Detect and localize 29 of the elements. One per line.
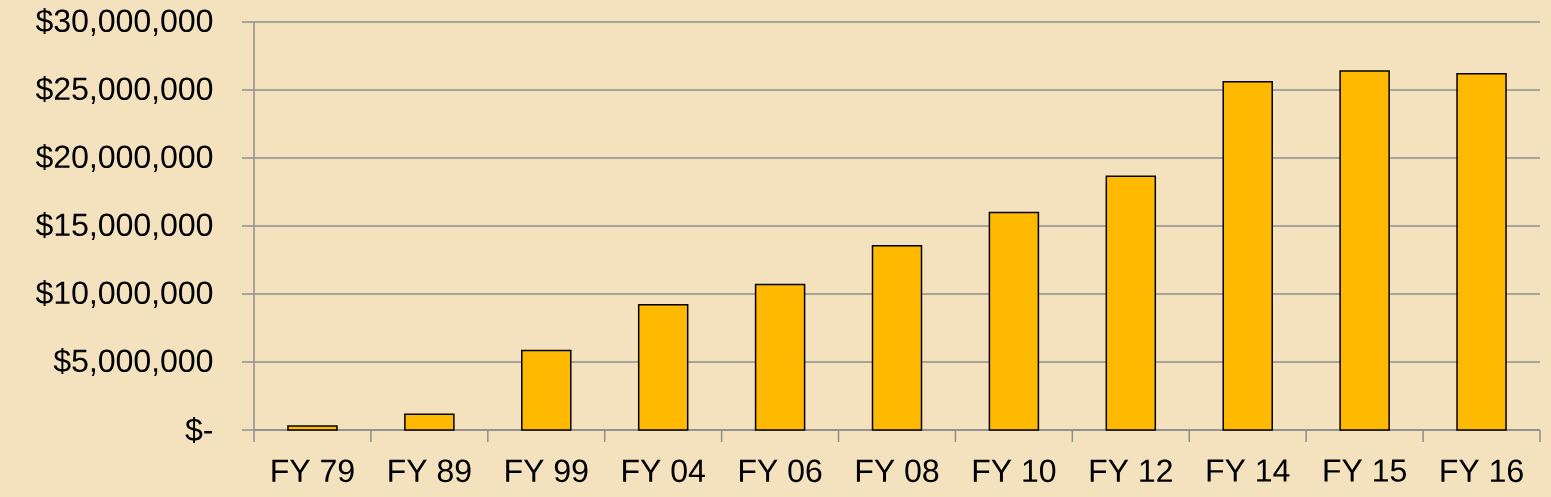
y-tick-label: $15,000,000	[35, 212, 213, 240]
x-tick-label: FY 12	[1090, 459, 1172, 482]
x-tick-label: FY 10	[973, 459, 1056, 483]
x-tick-label: FY 89	[389, 459, 471, 483]
x-tick-label: FY 14	[1207, 459, 1290, 482]
bar	[1105, 175, 1157, 431]
bar	[871, 244, 923, 431]
bar	[1222, 81, 1273, 431]
bar	[988, 211, 1040, 431]
bar	[754, 283, 806, 431]
y-tick-label: $25,000,000	[35, 76, 213, 104]
bar	[1339, 70, 1390, 431]
x-tick-label: FY 16	[1441, 459, 1523, 483]
bar	[404, 413, 455, 431]
bar	[637, 304, 689, 431]
bar	[521, 349, 572, 431]
x-tick-label: FY 99	[506, 459, 588, 483]
x-tick-label: FY 15	[1324, 459, 1406, 482]
x-tick-label: FY 04	[623, 459, 705, 483]
bar	[287, 425, 338, 431]
bar	[1456, 72, 1507, 431]
y-tick-label: $10,000,000	[35, 280, 213, 308]
y-tick-label: $30,000,000	[35, 8, 213, 36]
x-tick-label: FY 06	[740, 459, 822, 483]
y-tick-label: $5,000,000	[53, 348, 213, 376]
x-tick-label: FY 08	[856, 459, 939, 483]
y-tick-label: $20,000,000	[35, 144, 213, 172]
y-tick-label: $-	[185, 417, 213, 443]
x-tick-label: FY 79	[272, 459, 354, 483]
